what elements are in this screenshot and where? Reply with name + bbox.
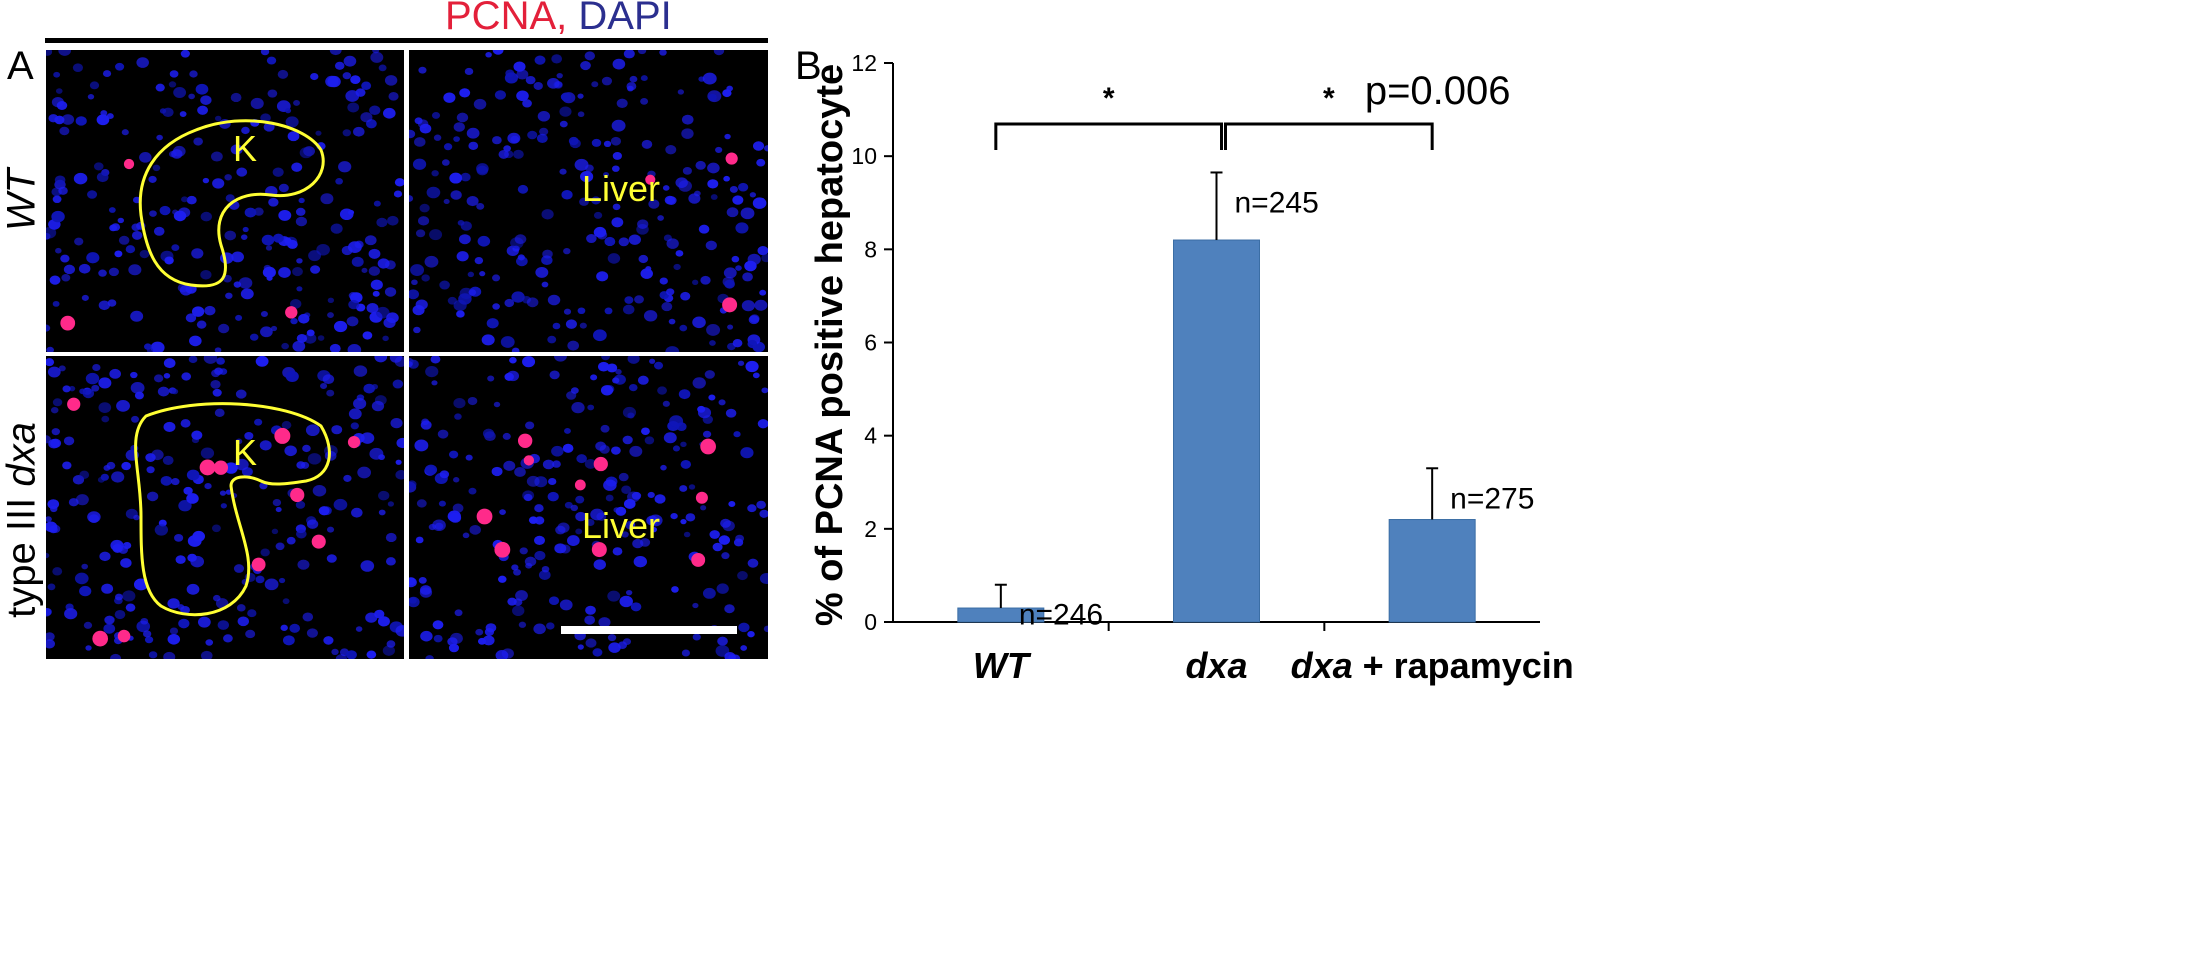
pcna-cells bbox=[645, 152, 738, 313]
pcna-stain-label: PCNA, bbox=[445, 0, 568, 38]
stain-header: PCNA, DAPI bbox=[445, 0, 672, 39]
pcna-cells bbox=[476, 433, 716, 567]
header-rule bbox=[45, 38, 768, 43]
scale-bar bbox=[561, 626, 737, 634]
dapi-nuclei bbox=[409, 50, 768, 352]
y-tick-label: 4 bbox=[864, 423, 877, 449]
kidney-label-bottom: K bbox=[233, 432, 258, 473]
y-tick-label: 8 bbox=[864, 236, 877, 262]
significance-bracket bbox=[1224, 122, 1434, 150]
micrograph-image bbox=[409, 50, 768, 352]
micrograph-image bbox=[46, 50, 404, 352]
y-tick-label: 12 bbox=[851, 50, 877, 76]
significance-star: * bbox=[1103, 82, 1115, 115]
pcna-cells bbox=[60, 158, 298, 331]
significance-star: * bbox=[1323, 82, 1335, 115]
kidney-outline bbox=[138, 119, 325, 288]
significance-bracket bbox=[994, 122, 1223, 150]
dapi-stain-label: DAPI bbox=[578, 0, 672, 38]
kidney-label-top: K bbox=[233, 128, 258, 169]
micrograph-wt-liver bbox=[409, 50, 768, 352]
panel-a-label: A bbox=[7, 44, 34, 88]
bar-count-label: n=275 bbox=[1450, 482, 1534, 515]
p-value-label: p=0.006 bbox=[1365, 69, 1511, 113]
micrograph-image bbox=[46, 356, 404, 659]
y-tick-label: 0 bbox=[864, 609, 877, 635]
pcna-cells bbox=[67, 397, 361, 647]
y-axis-label: % of PCNA positive hepatocyte bbox=[809, 64, 851, 626]
x-category-label: WT bbox=[973, 645, 1032, 686]
micrograph-dxa-kidney bbox=[46, 356, 404, 659]
x-category-label: dxa bbox=[1185, 645, 1247, 686]
kidney-outline bbox=[134, 402, 331, 617]
y-tick-label: 6 bbox=[864, 330, 877, 356]
panel-b-label: B bbox=[795, 44, 822, 88]
x-category-italic: WT bbox=[973, 645, 1032, 686]
liver-label-bottom: Liver bbox=[582, 505, 661, 546]
x-category-label: dxa + rapamycin bbox=[1291, 645, 1574, 686]
bar bbox=[1173, 239, 1260, 623]
y-tick-label: 2 bbox=[864, 516, 877, 542]
x-category-italic: dxa bbox=[1185, 645, 1247, 686]
x-category-italic: dxa bbox=[1291, 645, 1353, 686]
y-tick-label: 10 bbox=[851, 143, 877, 169]
bar-count-label: n=246 bbox=[1019, 599, 1103, 632]
liver-label-top: Liver bbox=[582, 168, 661, 209]
micrograph-image bbox=[409, 356, 768, 659]
bar-count-label: n=245 bbox=[1235, 186, 1319, 219]
micrograph-dxa-liver bbox=[409, 356, 768, 659]
bar bbox=[1388, 519, 1476, 623]
x-category-suffix: + rapamycin bbox=[1353, 645, 1574, 686]
micrograph-wt-kidney bbox=[46, 50, 404, 352]
